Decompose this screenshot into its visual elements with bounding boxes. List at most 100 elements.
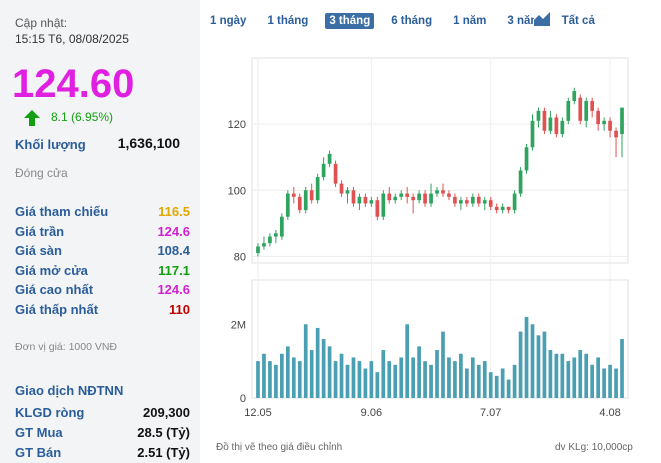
volume-bar xyxy=(512,364,517,398)
volume-tick-label: 2M xyxy=(231,319,246,331)
candle-body xyxy=(590,100,595,111)
candle-body xyxy=(578,97,583,121)
candle-body xyxy=(393,196,398,201)
volume-bar xyxy=(268,361,272,398)
price-row-label: Giá mở cửa xyxy=(15,262,88,278)
price-row-label: Giá tham chiếu xyxy=(15,204,109,219)
volume-bar xyxy=(596,357,600,398)
volume-bar xyxy=(542,331,547,398)
volume-bar xyxy=(256,361,260,398)
candle-body xyxy=(357,196,362,204)
candle-body xyxy=(459,200,463,204)
foreign-row-label: GT Bán xyxy=(15,445,62,460)
range-tabs: 1 ngày 1 tháng 3 tháng 6 tháng 1 năm 3 năm Tất… xyxy=(206,11,612,31)
candle-body xyxy=(309,190,314,201)
candle-body xyxy=(429,193,433,204)
volume-bar xyxy=(429,364,433,398)
candle-body xyxy=(399,193,404,197)
volume-bar xyxy=(459,353,463,398)
volume-bar xyxy=(297,361,302,398)
candle-body xyxy=(369,200,374,204)
foreign-row-value: 2.51 (Tỷ) xyxy=(137,445,190,460)
candle-body xyxy=(608,120,612,131)
tab-range[interactable]: 1 năm xyxy=(453,15,487,27)
updated-time: 15:15 T6, 08/08/2025 xyxy=(15,32,129,46)
unit-note: Đơn vị giá: 1000 VNĐ xyxy=(15,341,118,353)
volume-bar xyxy=(339,353,344,398)
volume-bar xyxy=(554,353,559,398)
volume-bar xyxy=(590,364,595,398)
volume-bar xyxy=(524,316,529,398)
session-status: Đóng cửa xyxy=(15,166,68,180)
volume-bar xyxy=(411,357,415,398)
volume-bar xyxy=(453,361,457,398)
volume-bar xyxy=(548,350,553,398)
tab-range[interactable]: 3 năm xyxy=(507,15,541,27)
candle-body xyxy=(285,193,290,217)
volume-bar xyxy=(423,361,427,398)
volume-bar xyxy=(506,379,511,398)
candle-body xyxy=(536,110,541,121)
quote-panel: Cập nhật: 15:15 T6, 08/08/2025 124.60 8.… xyxy=(0,0,200,463)
volume-bar xyxy=(530,324,535,398)
candle-body xyxy=(548,117,553,131)
volume-bar xyxy=(363,368,368,398)
volume-bar xyxy=(578,350,583,398)
volume-bar xyxy=(417,346,421,398)
price-chart: 80 100 120 2M 0 12.05 9.06 7.07 4.08 xyxy=(228,57,629,419)
volume-bar xyxy=(375,372,380,398)
price-row-value: 108.4 xyxy=(157,243,190,258)
volume-bar xyxy=(399,357,404,398)
candle-body xyxy=(476,196,481,204)
volume-bar xyxy=(357,361,362,398)
candle-body xyxy=(280,216,284,237)
candle-body xyxy=(387,193,392,201)
volume-bar xyxy=(441,331,445,398)
candle-body xyxy=(256,246,260,254)
candle-body xyxy=(363,196,368,204)
price-row-label: Giá cao nhất xyxy=(15,282,94,297)
volume-bar xyxy=(482,361,487,398)
candle-body xyxy=(614,130,618,138)
price-tick-label: 80 xyxy=(234,251,246,263)
volume-label: Khối lượng xyxy=(15,137,86,152)
candle-body xyxy=(297,196,302,211)
price-change: 8.1 (6.95%) xyxy=(51,110,114,124)
candle-body xyxy=(441,190,445,194)
volume-bar xyxy=(327,346,332,398)
candle-body xyxy=(291,193,296,197)
candle-body xyxy=(482,200,487,204)
tab-range[interactable]: 6 tháng xyxy=(391,15,433,27)
price-plot-frame xyxy=(251,57,629,264)
candle-body xyxy=(524,147,529,171)
price-tick-label: 120 xyxy=(228,119,246,131)
arrow-up-icon xyxy=(24,110,40,126)
chart-type-icon[interactable] xyxy=(534,10,550,26)
date-tick-label: 9.06 xyxy=(361,407,382,419)
volume-bar xyxy=(494,375,499,398)
tab-range[interactable]: Tất cả xyxy=(561,15,595,27)
foreign-title: Giao dịch NĐTNN xyxy=(15,383,124,398)
candle-body xyxy=(602,120,606,125)
volume-bar xyxy=(262,353,266,398)
tab-range[interactable]: 1 ngày xyxy=(210,15,247,27)
tab-range[interactable]: 3 tháng xyxy=(325,13,375,29)
candle-body xyxy=(351,190,356,204)
foreign-row-value: 28.5 (Tỷ) xyxy=(137,425,190,440)
tab-range[interactable]: 1 tháng xyxy=(267,15,309,27)
volume-bar xyxy=(536,335,541,398)
price-row-value: 124.6 xyxy=(157,223,190,239)
candle-body xyxy=(518,170,523,194)
chart-footnote: Đồ thị vẽ theo giá điều chỉnh xyxy=(216,442,343,453)
volume-bar xyxy=(285,346,290,398)
candle-body xyxy=(411,196,415,201)
candle-body xyxy=(333,163,338,184)
volume-bar xyxy=(381,350,386,398)
candle-body xyxy=(488,200,493,207)
volume-bar xyxy=(274,364,278,398)
candle-body xyxy=(375,200,380,217)
candle-body xyxy=(506,206,511,211)
volume-tick-label: 0 xyxy=(240,393,246,405)
candle-body xyxy=(345,190,350,194)
volume-bar xyxy=(351,357,356,398)
